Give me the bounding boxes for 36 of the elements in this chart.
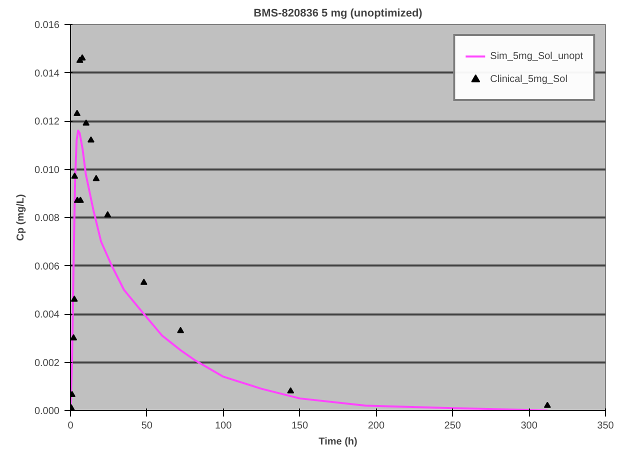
line-series xyxy=(70,130,548,410)
y-tick-label: 0.014 xyxy=(34,68,60,80)
x-tick-label: 100 xyxy=(215,420,232,432)
legend-label: Clinical_5mg_Sol xyxy=(490,74,568,84)
x-tick-label: 0 xyxy=(68,420,74,432)
point xyxy=(140,278,148,285)
x-tick-label: 150 xyxy=(291,420,309,432)
point xyxy=(87,136,94,143)
point xyxy=(74,110,81,116)
y-tick-label: 0.002 xyxy=(34,358,60,369)
y-axis-title: Cp (mg/L) xyxy=(15,194,26,241)
x-tick-label: 200 xyxy=(368,420,385,432)
point xyxy=(71,172,78,179)
y-tick-label: 0.006 xyxy=(34,261,60,272)
x-tick-label: 250 xyxy=(444,420,462,432)
x-tick-label: 300 xyxy=(520,420,538,432)
point xyxy=(76,196,84,203)
legend-label: Sim_5mg_Sol_unopt xyxy=(490,50,583,62)
y-tick-label: 0.004 xyxy=(34,310,60,320)
point xyxy=(70,334,78,340)
point xyxy=(177,326,184,334)
point xyxy=(104,211,112,218)
point xyxy=(82,119,90,126)
point xyxy=(70,296,78,302)
y-tick-label: 0.010 xyxy=(34,164,60,176)
y-tick-label: 0.016 xyxy=(34,20,60,31)
x-axis-title: Time (h) xyxy=(318,436,358,448)
chart-title: BMS-820836 5 mg (unoptimized) xyxy=(254,8,423,20)
x-tick-label: 350 xyxy=(597,420,614,432)
point xyxy=(544,402,551,408)
y-tick-label: 0.008 xyxy=(34,213,60,224)
point xyxy=(92,174,100,182)
point xyxy=(287,387,294,394)
x-tick-label: 50 xyxy=(141,420,153,432)
y-tick-label: 0.000 xyxy=(34,406,60,417)
y-tick-label: 0.012 xyxy=(34,116,60,128)
